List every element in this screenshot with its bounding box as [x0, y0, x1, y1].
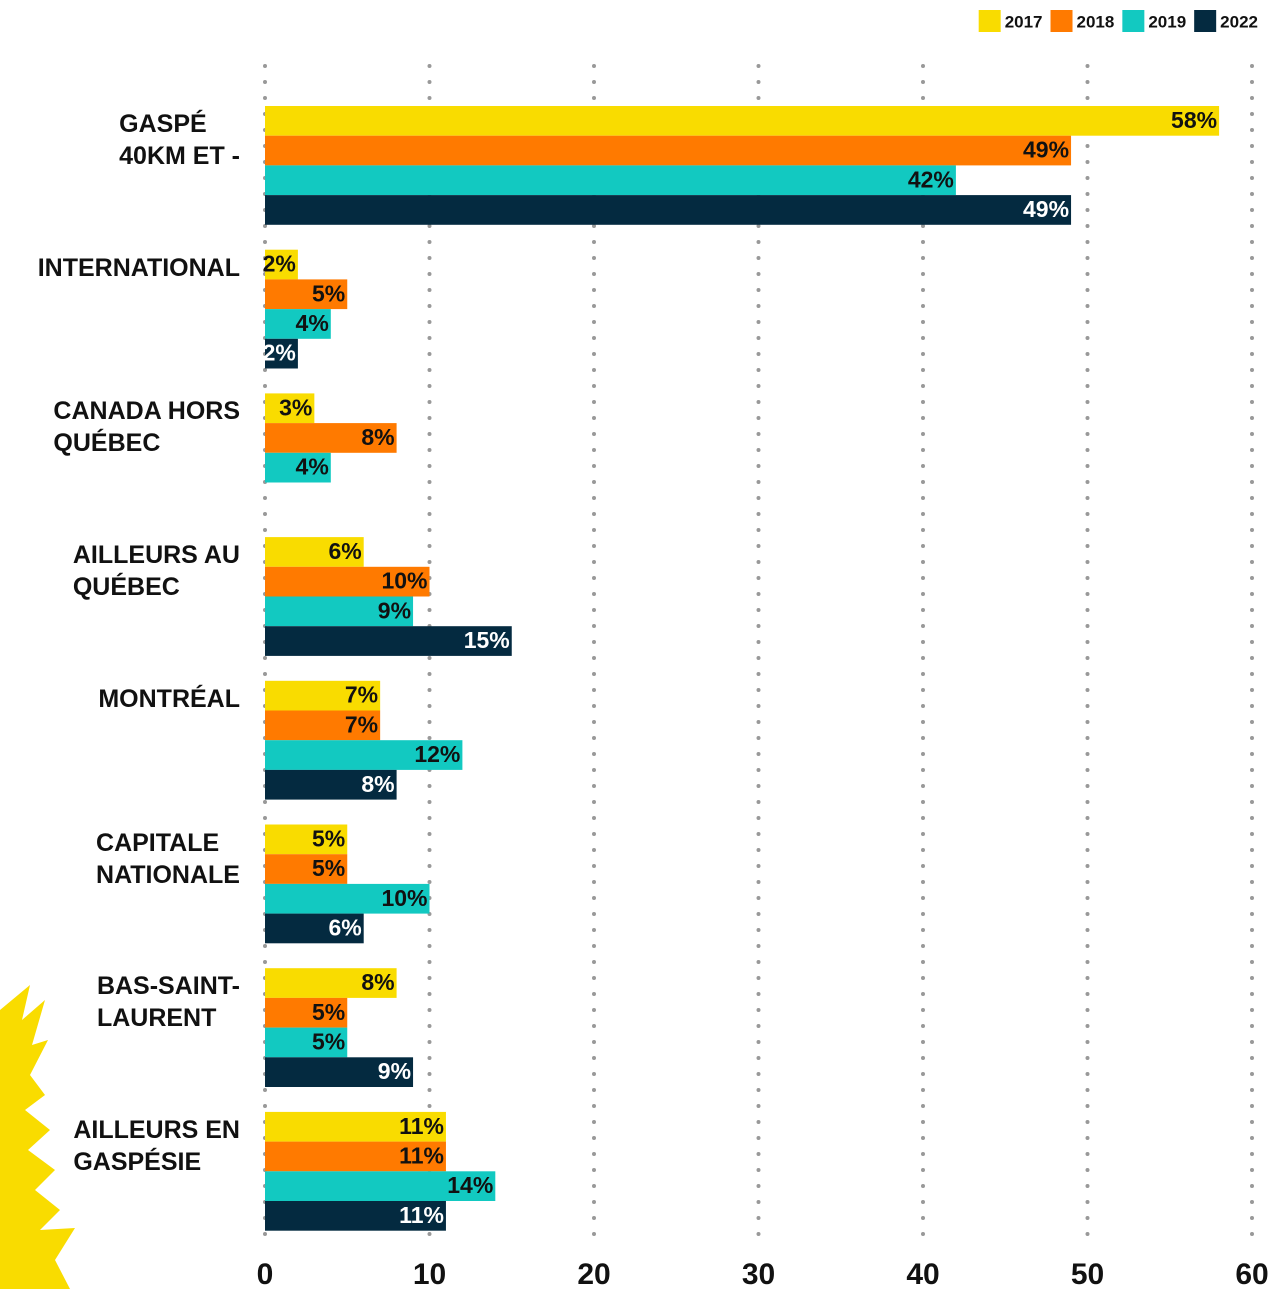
x-tick-label: 30: [742, 1258, 775, 1289]
data-label: 11%: [399, 1113, 444, 1139]
bar: [265, 537, 364, 567]
bar: [265, 997, 348, 1028]
bar: [265, 913, 364, 944]
legend-swatch: [1194, 10, 1217, 32]
data-label: 8%: [361, 771, 394, 797]
x-tick-label: 50: [1071, 1258, 1104, 1289]
bar: [265, 680, 381, 711]
bar: [265, 338, 298, 369]
category-label: AILLEURS EN GASPÉSIE: [73, 1115, 240, 1176]
bar: [265, 769, 397, 800]
bar: [265, 1111, 446, 1142]
data-label: 4%: [296, 454, 329, 480]
data-label: 5%: [312, 1029, 345, 1055]
data-label: 42%: [908, 166, 954, 192]
data-label: 2%: [263, 340, 296, 366]
bar: [265, 106, 1220, 136]
data-label: 7%: [345, 682, 378, 708]
x-tick-label: 60: [1235, 1258, 1268, 1289]
data-label: 4%: [296, 310, 329, 336]
bar: [265, 165, 956, 196]
category-label: GASPÉ 40KM ET -: [119, 110, 240, 170]
bar: [265, 968, 397, 998]
bar: [265, 279, 348, 310]
legend-swatch: [1122, 10, 1145, 32]
x-tick-label: 20: [577, 1258, 610, 1289]
bar: [265, 596, 414, 627]
legend-swatch: [978, 10, 1001, 32]
data-label: 10%: [381, 568, 427, 594]
category-label: MONTRÉAL: [98, 684, 240, 713]
x-tick-label: 40: [906, 1258, 939, 1289]
bar: [265, 854, 348, 884]
legend-label: 2022: [1220, 12, 1258, 31]
category-label: CAPITALE NATIONALE: [96, 828, 240, 889]
category-label: CANADA HORS QUÉBEC: [53, 397, 240, 458]
data-label: 8%: [361, 424, 394, 450]
bar: [265, 1201, 446, 1231]
data-label: 15%: [464, 627, 510, 653]
x-tick-label: 0: [257, 1258, 274, 1289]
legend-label: 2018: [1077, 12, 1115, 31]
leaf-decoration: [0, 985, 75, 1289]
data-label: 6%: [328, 915, 361, 941]
bar: [265, 883, 430, 914]
category-label: AILLEURS AU QUÉBEC: [72, 541, 240, 602]
data-label: 12%: [414, 741, 460, 767]
bar: [265, 1057, 414, 1087]
category-label: INTERNATIONAL: [37, 253, 240, 282]
data-label: 11%: [399, 1202, 444, 1228]
bar: [265, 393, 315, 424]
bar: [265, 1027, 348, 1058]
data-label: 14%: [447, 1172, 493, 1198]
bar: [265, 824, 348, 855]
bar: [265, 710, 381, 741]
bar: [265, 195, 1072, 225]
data-label: 10%: [381, 885, 427, 911]
bar: [265, 566, 430, 597]
data-label: 11%: [399, 1143, 444, 1169]
x-tick-label: 10: [413, 1258, 446, 1289]
bar: [265, 452, 331, 483]
data-label: 2%: [263, 251, 296, 277]
bar: [265, 423, 397, 453]
bar: [265, 135, 1072, 166]
data-label: 7%: [345, 711, 378, 737]
legend-label: 2019: [1148, 12, 1186, 31]
data-label: 5%: [312, 999, 345, 1025]
data-label: 6%: [328, 538, 361, 564]
legend-label: 2017: [1005, 12, 1043, 31]
data-label: 8%: [361, 969, 394, 995]
data-label: 58%: [1171, 107, 1217, 133]
bar: [265, 626, 512, 656]
legend-swatch: [1050, 10, 1073, 32]
bar: [265, 249, 298, 280]
data-label: 9%: [378, 1058, 411, 1084]
bar: [265, 1141, 446, 1172]
bar: [265, 740, 463, 770]
bar: [265, 309, 331, 339]
data-label: 5%: [312, 855, 345, 881]
data-label: 49%: [1023, 196, 1069, 222]
data-label: 3%: [279, 394, 312, 420]
data-label: 49%: [1023, 137, 1069, 163]
data-label: 5%: [312, 280, 345, 306]
data-label: 5%: [312, 825, 345, 851]
category-label: BAS-SAINT- LAURENT: [96, 972, 240, 1033]
bar: [265, 1171, 496, 1201]
data-label: 9%: [378, 597, 411, 623]
